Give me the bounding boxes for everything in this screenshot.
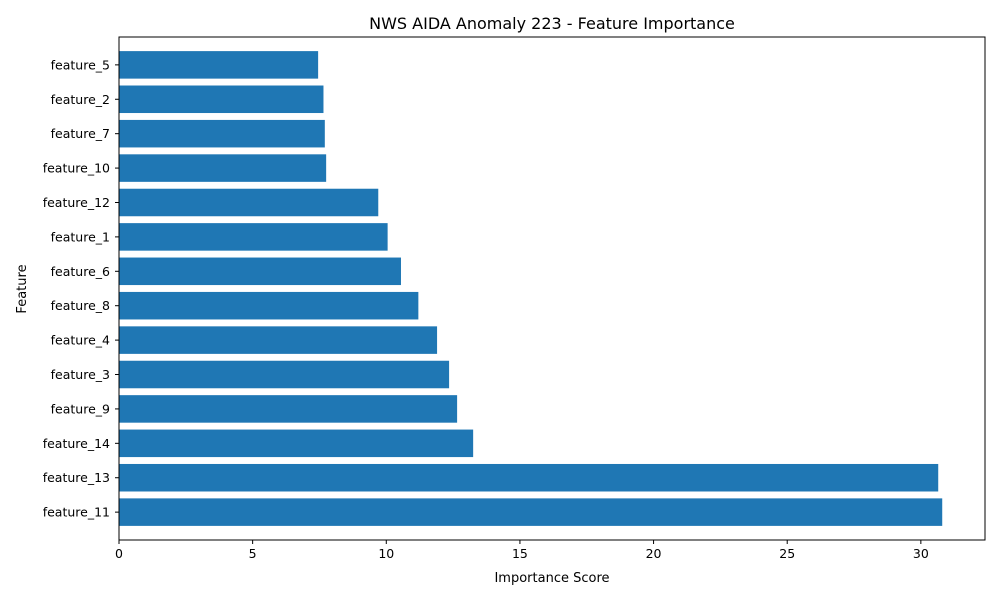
- x-tick-label: 10: [378, 546, 394, 561]
- bar-feature-13: [119, 463, 939, 492]
- x-tick-label: 15: [512, 546, 528, 561]
- y-tick-label: feature_6: [51, 264, 110, 279]
- y-tick-label: feature_11: [43, 505, 110, 520]
- y-axis-ticks: feature_5 feature_2 feature_7 feature_10fea…: [43, 57, 119, 520]
- x-axis-label: Importance Score: [494, 571, 609, 586]
- y-tick-label: feature_13: [43, 470, 110, 485]
- chart-title: NWS AIDA Anomaly 223 - Feature Importanc…: [369, 14, 735, 33]
- bar-feature-10: [119, 154, 327, 182]
- y-tick-label: feature_7: [51, 126, 110, 141]
- y-tick-label: feature_8: [51, 298, 110, 313]
- y-tick-label: feature_3: [51, 367, 110, 382]
- y-tick-label: feature_1: [51, 229, 110, 244]
- y-tick-label: feature_9: [51, 401, 110, 416]
- bar-feature-7: [119, 119, 325, 148]
- x-tick-label: 20: [646, 546, 662, 561]
- x-tick-label: 25: [779, 546, 795, 561]
- bar-feature-1: [119, 223, 388, 251]
- bar-feature-4: [119, 326, 438, 354]
- x-tick-label: 5: [249, 546, 257, 561]
- bar-feature-9: [119, 395, 458, 423]
- x-tick-label: 30: [913, 546, 929, 561]
- bar-feature-6: [119, 257, 401, 286]
- bar-feature-2: [119, 85, 324, 114]
- bar-feature-14: [119, 429, 474, 458]
- y-tick-label: feature_14: [43, 436, 110, 451]
- x-axis-ticks: 0 5 10 15 20 25 30: [115, 540, 929, 561]
- plot-frame: [118, 36, 986, 541]
- y-axis-label: Feature: [15, 264, 30, 313]
- bar-feature-8: [119, 291, 419, 320]
- y-tick-label: feature_5: [51, 57, 110, 72]
- bar-feature-11: [119, 498, 943, 526]
- y-tick-label: feature_10: [43, 161, 110, 176]
- y-tick-label: feature_12: [43, 195, 110, 210]
- bar-feature-12: [119, 188, 379, 217]
- y-tick-label: feature_2: [51, 92, 110, 107]
- bar-feature-5: [119, 51, 319, 79]
- bar-feature-3: [119, 360, 450, 389]
- bars-group: [119, 51, 943, 526]
- y-tick-label: feature_4: [51, 333, 110, 348]
- x-tick-label: 0: [115, 546, 123, 561]
